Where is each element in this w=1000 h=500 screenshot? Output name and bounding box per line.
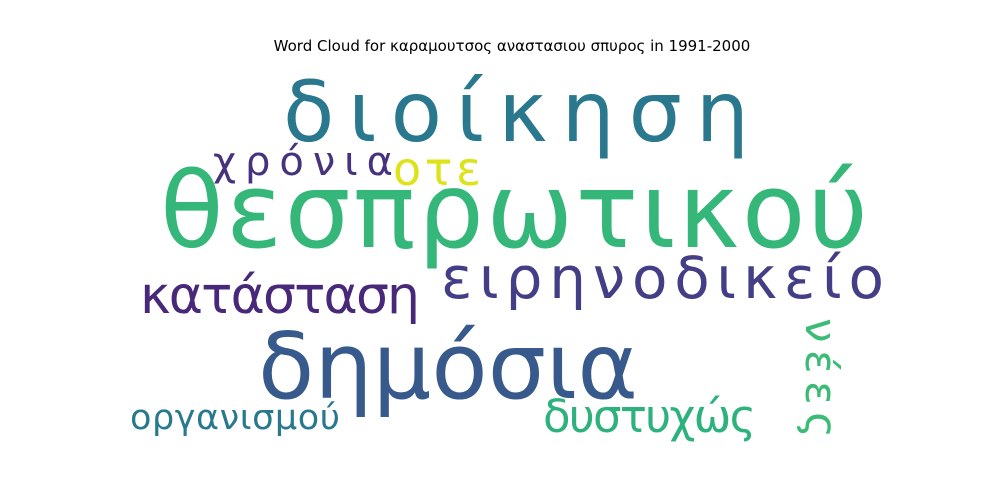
word-7: οτε: [393, 142, 481, 196]
chart-title: Word Cloud for καραμουτσος αναστασιου σπ…: [273, 37, 751, 55]
word-1: διοίκηση: [283, 63, 749, 161]
word-4: ειρηνοδικείο: [441, 244, 884, 312]
word-2: θεσπρωτικού: [160, 150, 868, 272]
word-5: κατάσταση: [140, 266, 420, 326]
word-10: νέες: [795, 318, 846, 438]
word-3: δημόσια: [258, 313, 638, 420]
word-9: οργανισμού: [130, 398, 340, 438]
word-8: δυστυχώς: [543, 390, 756, 443]
